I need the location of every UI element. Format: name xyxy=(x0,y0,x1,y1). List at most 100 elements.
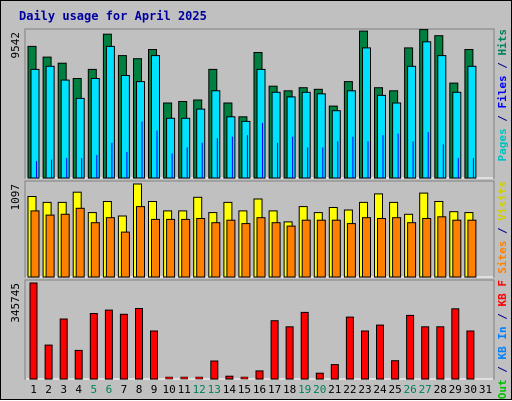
panel-background xyxy=(24,279,495,380)
bar-kb-f xyxy=(285,326,294,380)
x-tick-label: 18 xyxy=(283,383,296,396)
bar-kb-f xyxy=(240,376,249,380)
x-tick-label: 31 xyxy=(479,383,492,396)
bar-pages xyxy=(126,152,128,178)
legend-entry: KB In xyxy=(496,326,509,359)
bar-files xyxy=(151,55,160,179)
bar-files xyxy=(422,41,432,179)
bar-sites xyxy=(331,219,341,278)
bar-sites xyxy=(75,207,85,278)
bar-kb-f xyxy=(361,330,369,380)
bar-kb-f xyxy=(44,344,53,380)
bar-sites xyxy=(90,222,100,278)
bar-pages xyxy=(201,142,203,178)
bar-sites xyxy=(45,214,55,278)
bar-pages xyxy=(277,142,279,178)
x-tick-label: 24 xyxy=(373,383,387,396)
x-tick-label: 13 xyxy=(208,383,221,396)
bar-files xyxy=(120,75,130,179)
y-max-label: 9542 xyxy=(9,32,22,59)
x-tick-label: 16 xyxy=(253,383,266,396)
bar-files xyxy=(181,117,191,179)
bar-files xyxy=(136,81,145,179)
bar-kb-f xyxy=(376,324,384,380)
bar-pages xyxy=(141,121,143,178)
x-tick-label: 7 xyxy=(121,383,128,396)
bar-sites xyxy=(452,219,462,278)
bar-pages xyxy=(382,135,384,178)
bar-kb-f xyxy=(165,376,173,380)
bar-kb-f xyxy=(315,372,324,380)
x-tick-label: 25 xyxy=(388,383,401,396)
x-tick-label: 2 xyxy=(45,383,52,396)
x-tick-label: 21 xyxy=(328,383,341,396)
x-tick-label: 5 xyxy=(90,383,97,396)
bar-sites xyxy=(362,217,371,278)
bar-files xyxy=(437,55,447,179)
bar-files xyxy=(452,91,462,179)
x-tick-label: 6 xyxy=(106,383,113,396)
bar-sites xyxy=(286,225,296,278)
bar-sites xyxy=(151,218,160,278)
bar-kb-f xyxy=(406,314,415,380)
bar-pages xyxy=(171,153,173,178)
bar-pages xyxy=(51,159,53,178)
x-tick-label: 10 xyxy=(162,383,175,396)
bar-files xyxy=(30,68,40,179)
bar-files xyxy=(60,79,70,179)
bar-pages xyxy=(36,161,37,178)
bar-sites xyxy=(377,218,386,278)
bar-sites xyxy=(105,217,115,278)
bar-sites xyxy=(407,222,417,278)
x-tick-label: 26 xyxy=(403,383,416,396)
bar-files xyxy=(196,108,206,179)
panel-visits: 1097 Sites / Visits xyxy=(9,180,509,278)
x-tick-label: 28 xyxy=(434,383,447,396)
bar-files xyxy=(407,65,417,179)
bar-sites xyxy=(136,206,145,278)
legend-entry: KB F xyxy=(496,280,509,307)
bar-sites xyxy=(422,218,432,278)
bar-files xyxy=(256,68,266,179)
bar-sites xyxy=(166,218,176,278)
x-tick-label: 9 xyxy=(151,383,158,396)
panel-requests: 9542 Pages / Files / Hits xyxy=(9,28,509,179)
bar-pages xyxy=(156,130,158,178)
bar-sites xyxy=(211,222,221,278)
bar-files xyxy=(301,91,311,179)
bar-kb-f xyxy=(391,360,400,380)
bar-kb-f xyxy=(59,318,68,380)
bar-pages xyxy=(352,136,354,178)
bar-files xyxy=(362,47,371,179)
x-tick-label: 20 xyxy=(313,383,326,396)
bar-kb-f xyxy=(270,320,279,380)
bar-kb-f xyxy=(330,364,339,380)
bar-sites xyxy=(60,213,70,278)
bar-sites xyxy=(256,217,266,278)
bar-kb-f xyxy=(436,326,445,380)
bar-files xyxy=(75,97,85,179)
legend-entry: / xyxy=(496,221,509,241)
bar-files xyxy=(316,93,326,179)
bar-pages xyxy=(427,132,429,178)
bar-sites xyxy=(346,223,356,278)
bar-sites xyxy=(316,219,326,278)
legend: Pages / Files / Hits xyxy=(496,29,509,162)
bar-sites xyxy=(181,218,191,278)
bar-kb-f xyxy=(74,349,83,380)
legend-entry: Pages xyxy=(496,128,509,161)
legend-entry: Visits xyxy=(496,181,509,221)
bar-files xyxy=(467,65,477,179)
bar-pages xyxy=(96,155,98,178)
bar-kb-f xyxy=(135,308,143,380)
bar-sites xyxy=(241,223,251,278)
bar-files xyxy=(211,90,221,179)
bar-kb-f xyxy=(345,316,354,380)
bar-kb-f xyxy=(195,376,203,380)
bar-pages xyxy=(472,158,474,178)
x-tick-label: 4 xyxy=(75,383,82,396)
bar-kb-f xyxy=(466,330,475,380)
bar-pages xyxy=(231,136,233,178)
x-tick-label: 23 xyxy=(358,383,371,396)
legend-entry: / xyxy=(496,307,509,327)
